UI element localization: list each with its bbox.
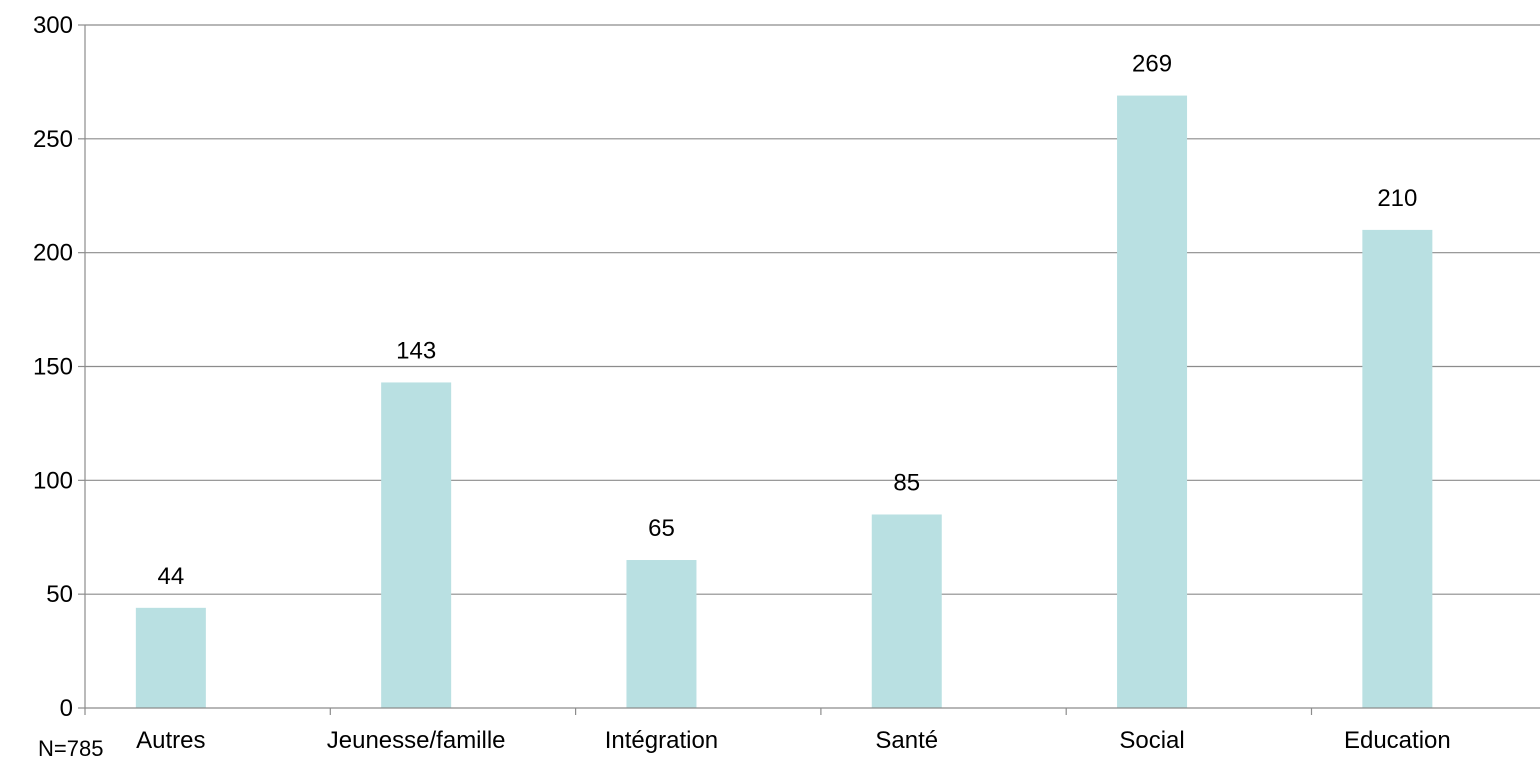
data-label: 269 [1132, 51, 1172, 78]
category-label: Santé [875, 727, 938, 754]
bar [1362, 229, 1433, 708]
category-label: Autres [136, 727, 205, 754]
y-tick-label: 0 [60, 695, 73, 722]
y-tick-label: 200 [33, 240, 73, 267]
data-label: 44 [158, 563, 185, 590]
bar [1117, 95, 1188, 709]
bar [626, 560, 697, 708]
category-labels: Autres Jeunesse/famille Intégration Santé So… [136, 727, 1451, 754]
data-labels: 44 143 65 85 269 210 [158, 51, 1418, 590]
category-label: Social [1119, 727, 1184, 754]
data-label: 210 [1377, 185, 1417, 212]
gridlines [85, 24, 1540, 595]
y-axis-ticks: 0 50 100 150 200 250 300 [33, 12, 86, 722]
bar [135, 607, 206, 708]
x-axis [84, 707, 1540, 715]
category-label: Education [1344, 727, 1451, 754]
category-label: Intégration [605, 727, 718, 754]
y-tick-label: 150 [33, 354, 73, 381]
y-tick-label: 100 [33, 467, 73, 494]
bars [135, 95, 1433, 709]
category-label: Jeunesse/famille [327, 727, 506, 754]
y-tick-label: 300 [33, 12, 73, 39]
y-tick-label: 50 [46, 581, 73, 608]
data-label: 65 [648, 515, 675, 542]
data-label: 85 [893, 469, 920, 496]
data-label: 143 [396, 337, 436, 364]
sample-size-note: N=785 [38, 736, 104, 761]
bar [381, 382, 452, 708]
bar [871, 514, 942, 708]
y-tick-label: 250 [33, 126, 73, 153]
